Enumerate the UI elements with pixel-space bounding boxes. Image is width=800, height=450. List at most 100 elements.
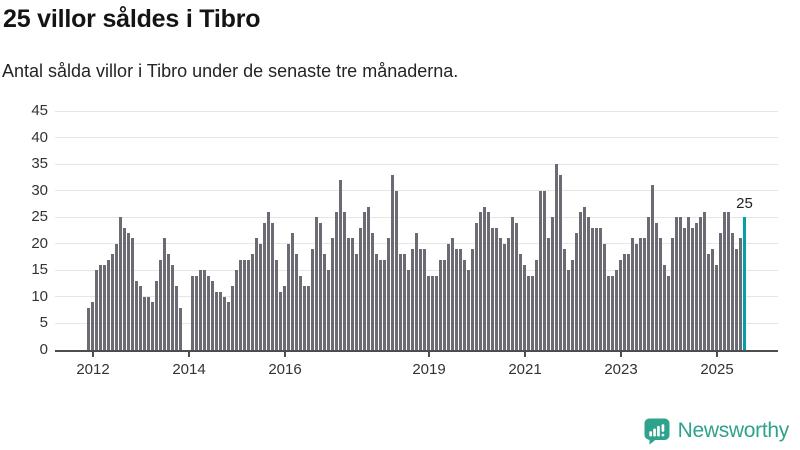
bar — [351, 238, 354, 350]
bar — [99, 265, 102, 350]
bar — [411, 249, 414, 350]
bar — [655, 222, 658, 350]
x-tick-label: 2014 — [172, 361, 206, 378]
bar — [599, 227, 602, 350]
bar — [459, 249, 462, 350]
bar — [699, 217, 702, 350]
bar — [259, 243, 262, 350]
bar — [319, 222, 322, 350]
newsworthy-logo: Newsworthy — [643, 417, 789, 445]
y-tick-label: 40 — [31, 128, 48, 146]
bar — [523, 265, 526, 350]
bar — [479, 211, 482, 350]
bar — [391, 174, 394, 350]
bar — [335, 211, 338, 350]
x-tick-label: 2023 — [604, 361, 638, 378]
bar — [491, 227, 494, 350]
bar — [303, 286, 306, 350]
bar — [587, 217, 590, 350]
bar — [727, 211, 730, 350]
bar — [215, 291, 218, 350]
bar — [143, 296, 146, 350]
bar — [463, 259, 466, 350]
bar — [127, 233, 130, 350]
bar — [515, 222, 518, 350]
bar — [427, 275, 430, 350]
bar — [663, 265, 666, 350]
bar — [203, 270, 206, 350]
x-tick-label: 2016 — [268, 361, 302, 378]
bar — [607, 275, 610, 350]
bar — [715, 265, 718, 350]
bar — [623, 254, 626, 350]
bar — [323, 254, 326, 350]
bar — [651, 185, 654, 350]
bar — [703, 211, 706, 350]
bar — [499, 238, 502, 350]
bar — [647, 217, 650, 350]
bar — [667, 275, 670, 350]
bar — [603, 243, 606, 350]
bar — [379, 259, 382, 350]
bar — [455, 249, 458, 350]
bar — [507, 238, 510, 350]
bar — [575, 233, 578, 350]
bar — [131, 238, 134, 350]
bar — [695, 222, 698, 350]
bar — [95, 270, 98, 350]
bar — [731, 233, 734, 350]
bar — [451, 238, 454, 350]
bar — [299, 275, 302, 350]
y-tick-label: 15 — [31, 261, 48, 279]
y-tick-label: 25 — [31, 208, 48, 226]
bar — [619, 259, 622, 350]
bar — [271, 222, 274, 350]
bar — [403, 254, 406, 350]
bar — [579, 211, 582, 350]
bar — [167, 254, 170, 350]
gridline — [55, 190, 778, 192]
bar — [571, 259, 574, 350]
bar — [147, 296, 150, 350]
bar — [267, 211, 270, 350]
bar — [439, 259, 442, 350]
bar — [671, 238, 674, 350]
bar — [263, 222, 266, 350]
bar — [367, 206, 370, 350]
y-tick-label: 20 — [31, 234, 48, 252]
bar — [223, 296, 226, 350]
x-tick — [428, 351, 430, 357]
bar — [435, 275, 438, 350]
bar — [315, 217, 318, 350]
x-axis-line — [55, 349, 778, 352]
bar — [643, 238, 646, 350]
x-tick — [284, 351, 286, 357]
plot-area: 25 — [55, 110, 778, 352]
bar — [347, 238, 350, 350]
bar — [611, 275, 614, 350]
y-tick-label: 45 — [31, 102, 48, 119]
bar — [295, 254, 298, 350]
bar — [659, 238, 662, 350]
bar — [375, 254, 378, 350]
bar — [251, 254, 254, 350]
bar — [723, 211, 726, 350]
bar — [423, 249, 426, 350]
bar — [107, 259, 110, 350]
newsworthy-wordmark: Newsworthy — [677, 419, 790, 442]
bar — [283, 286, 286, 350]
x-tick — [92, 351, 94, 357]
bar — [159, 259, 162, 350]
bar — [503, 243, 506, 350]
bar — [331, 238, 334, 350]
x-tick-label: 2012 — [76, 361, 110, 378]
bar — [683, 227, 686, 350]
highlight-value-label: 25 — [736, 195, 753, 213]
bar — [275, 259, 278, 350]
bar — [179, 307, 182, 350]
bar — [287, 243, 290, 350]
y-tick-label: 10 — [31, 287, 48, 305]
bar — [135, 280, 138, 350]
bar — [639, 238, 642, 350]
